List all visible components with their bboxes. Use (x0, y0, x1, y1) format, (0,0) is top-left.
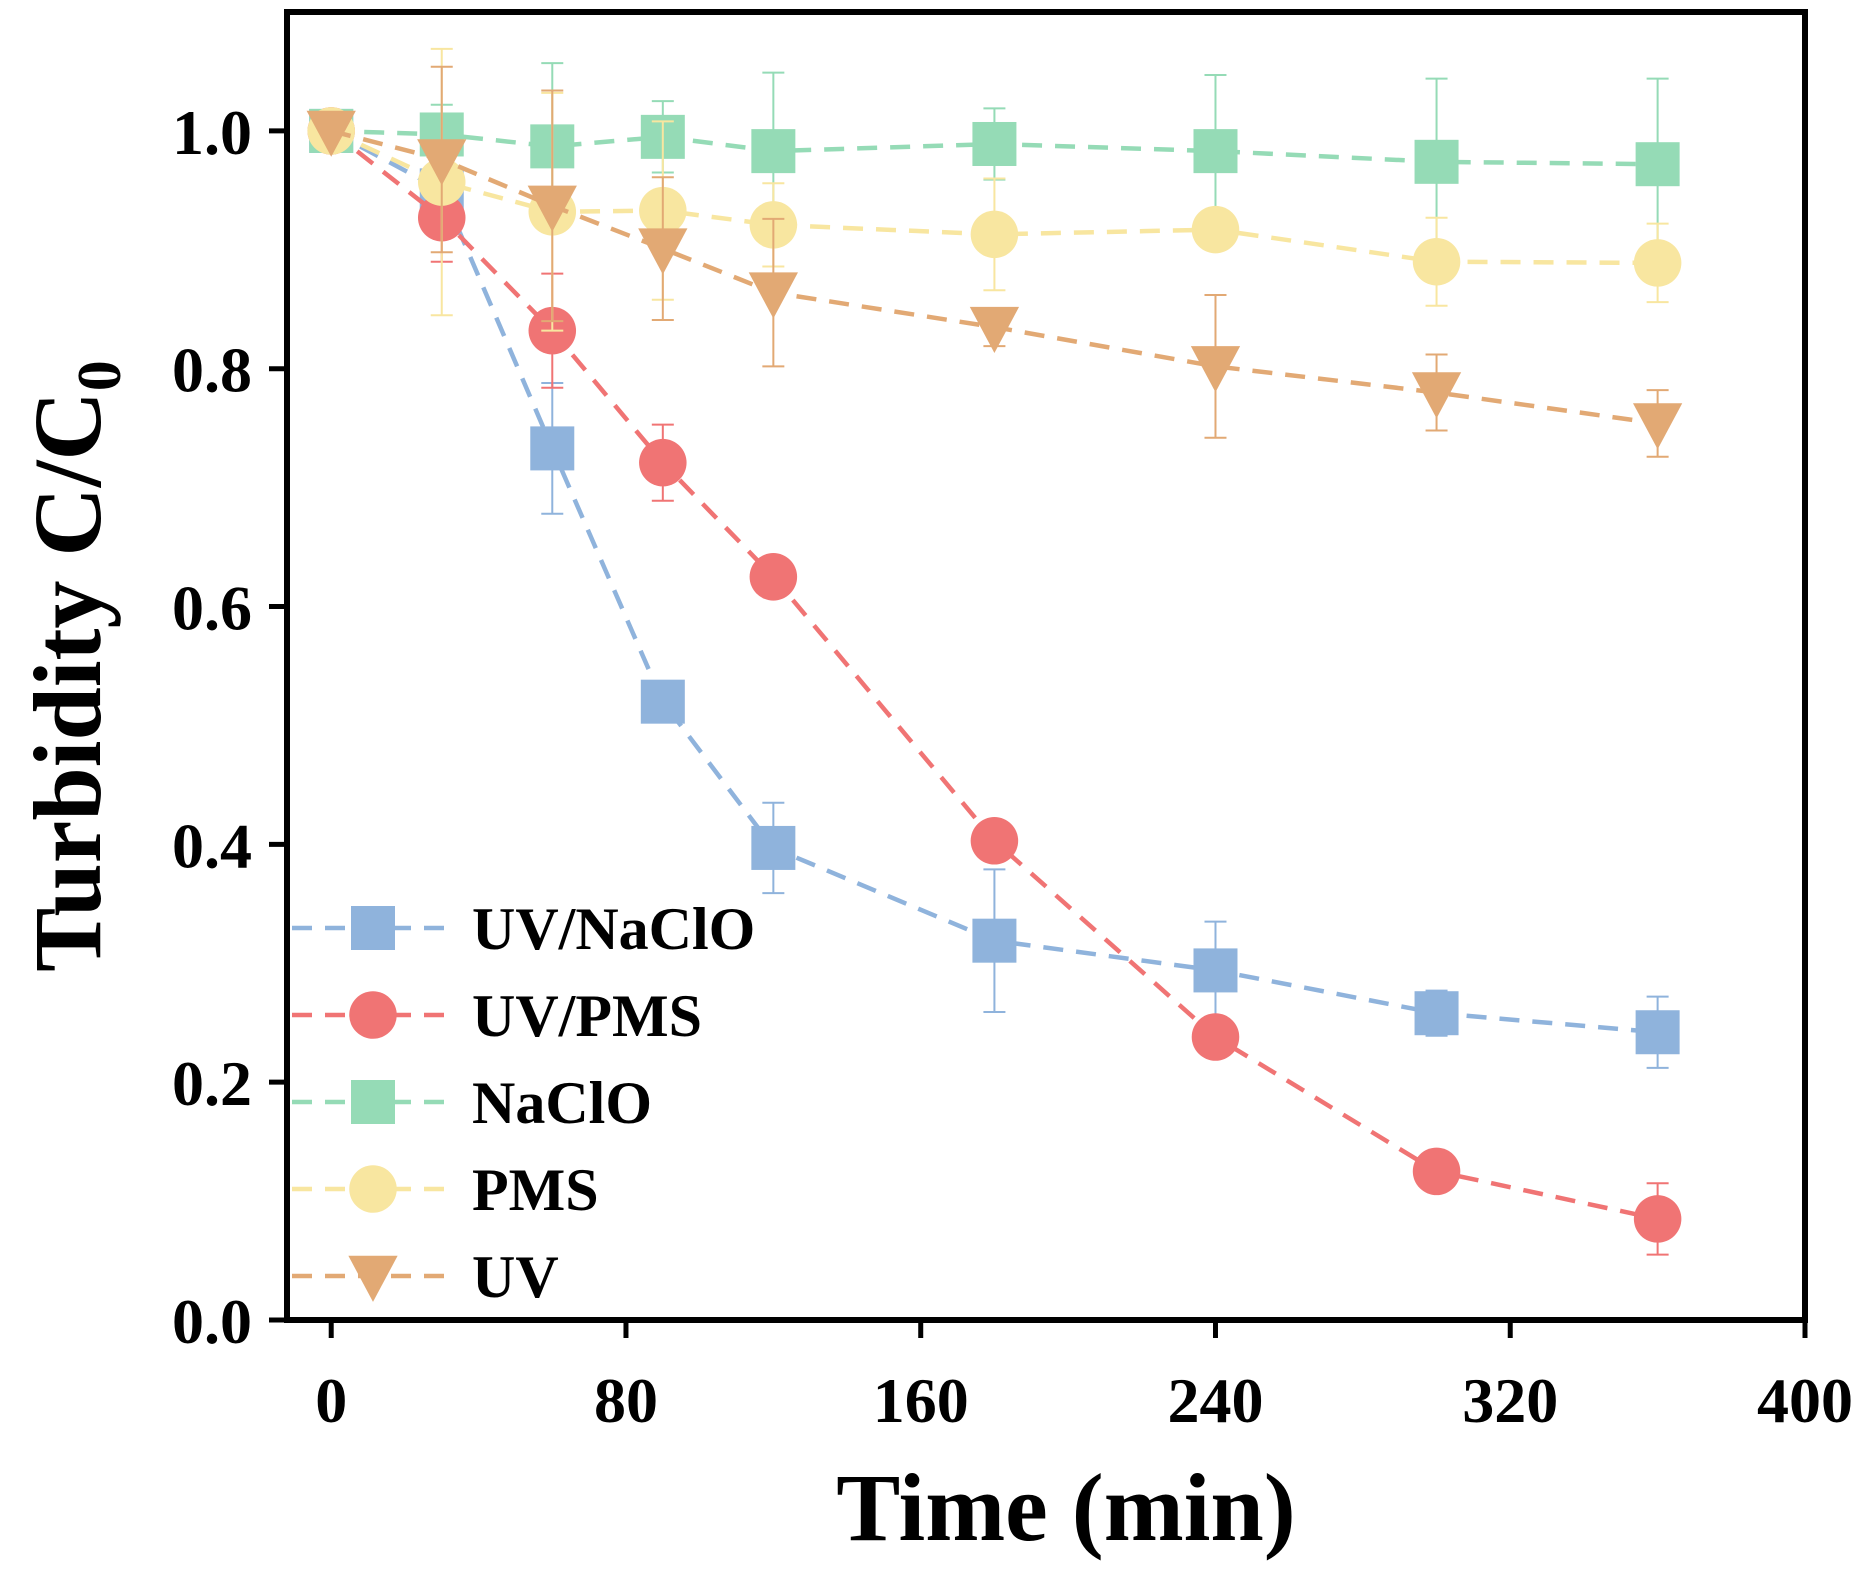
legend-marker-naclo (351, 1080, 395, 1124)
x-tick-label: 0 (315, 1365, 347, 1436)
y-axis-title-subscript: 0 (66, 360, 134, 391)
y-tick-label: 0.6 (172, 573, 252, 644)
data-point-naclo (1193, 129, 1238, 174)
x-tick-label: 400 (1757, 1365, 1853, 1436)
legend-label-uv-pms: UV/PMS (472, 983, 702, 1049)
legend-marker-uv-naclo (351, 906, 395, 950)
legend-label-pms: PMS (472, 1157, 599, 1223)
data-point-naclo (1635, 142, 1680, 187)
data-point-uv (1411, 372, 1462, 419)
y-tick-label: 0.8 (172, 335, 252, 406)
x-tick-label: 240 (1167, 1365, 1263, 1436)
data-point-uv-pms (639, 438, 687, 487)
y-axis-title: Turbidity C/C0 (14, 360, 134, 972)
series-uv (306, 65, 1683, 458)
data-point-uv-pms (1633, 1195, 1682, 1243)
legend-label-naclo: NaClO (472, 1070, 652, 1136)
data-point-naclo (751, 129, 796, 174)
legend: UV/NaClO UV/PMS NaClO PMS UV (292, 896, 755, 1310)
ticks-layer: 0 80 160 240 320 400 0.0 0.2 0.4 0.6 0.8 1.0 (172, 97, 1853, 1436)
series-layer (306, 47, 1683, 1256)
y-tick-label: 0.0 (172, 1286, 252, 1357)
data-point-uv-pms (1191, 1013, 1240, 1061)
data-point-pms (1633, 239, 1682, 287)
data-point-uv-naclo (1193, 948, 1238, 993)
legend-label-uv-naclo: UV/NaClO (472, 896, 755, 962)
legend-item-uv: UV (292, 1244, 559, 1310)
data-point-pms (970, 210, 1019, 259)
data-point-uv (306, 110, 356, 157)
data-point-uv (417, 139, 467, 186)
data-point-uv-naclo (1635, 1010, 1680, 1055)
x-axis-title: Time (min) (836, 1454, 1296, 1561)
legend-item-naclo: NaClO (292, 1070, 652, 1136)
x-tick-label: 320 (1462, 1365, 1558, 1436)
data-point-uv (638, 228, 688, 275)
x-tick-label: 160 (873, 1365, 969, 1436)
plot-frame (284, 9, 1808, 1323)
legend-item-pms: PMS (292, 1157, 599, 1223)
data-point-uv-naclo (1414, 991, 1459, 1036)
data-point-uv-pms (970, 817, 1019, 865)
data-point-pms (1412, 237, 1461, 286)
y-tick-label: 0.2 (172, 1048, 252, 1119)
data-point-uv (969, 306, 1020, 353)
data-point-uv (1632, 403, 1683, 450)
data-point-uv-naclo (640, 679, 685, 724)
data-point-uv (527, 185, 577, 232)
data-point-uv-naclo (530, 426, 575, 471)
legend-marker-pms (349, 1165, 397, 1213)
data-point-naclo (1414, 139, 1459, 184)
legend-label-uv: UV (472, 1244, 559, 1310)
legend-item-uv-naclo: UV/NaClO (292, 896, 755, 962)
series-line-uv-pms (329, 129, 1659, 1222)
legend-item-uv-pms: UV/PMS (292, 983, 702, 1049)
y-tick-label: 0.4 (172, 810, 252, 881)
data-point-uv (748, 272, 798, 319)
data-point-naclo (972, 121, 1017, 166)
x-tick-label: 80 (594, 1365, 658, 1436)
legend-marker-uv (348, 1255, 398, 1302)
data-point-uv-pms (749, 553, 798, 601)
data-point-uv (1190, 346, 1241, 393)
y-axis-title-main: Turbidity C/C (14, 391, 121, 972)
data-point-uv-naclo (972, 918, 1017, 963)
data-point-uv-pms (1412, 1147, 1461, 1196)
data-point-uv-naclo (751, 825, 796, 870)
data-point-pms (1191, 205, 1240, 254)
y-tick-label: 1.0 (172, 97, 252, 168)
legend-marker-uv-pms (349, 991, 397, 1039)
